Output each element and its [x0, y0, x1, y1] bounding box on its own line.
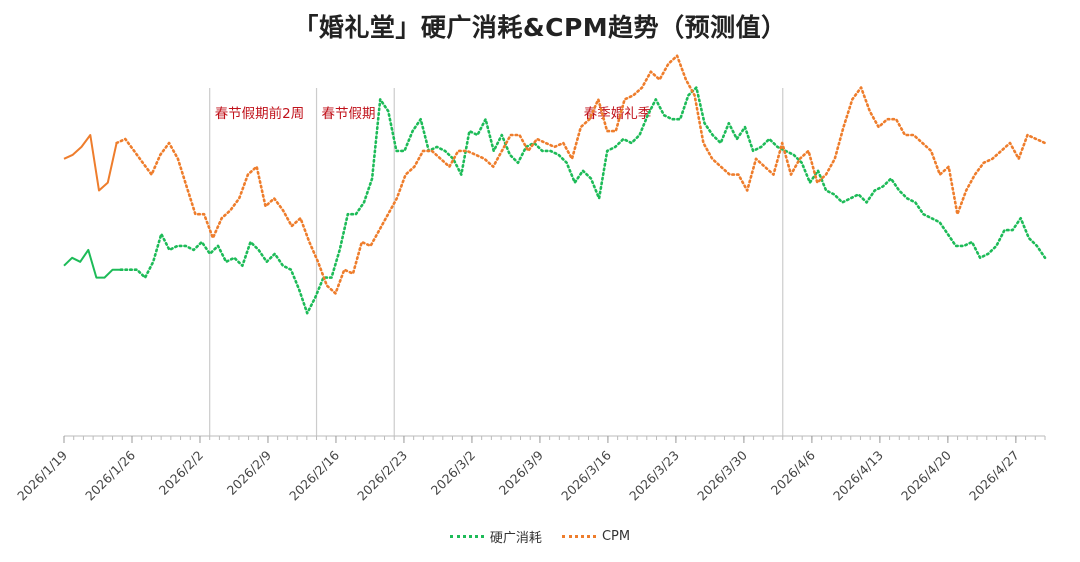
x-axis-ticks: 2026/1/19 2026/1/26 2026/2/2 2026/2/9 2026/2…	[14, 436, 1046, 504]
period-markers	[209, 88, 784, 436]
legend: 硬广消耗 CPM	[0, 527, 1080, 546]
legend-label-spend: 硬广消耗	[489, 531, 542, 546]
line-chart: 春节假期前2周 春节假期 春季婚礼季 2026/1/19 2026/1/26 2026/…	[14, 54, 1047, 504]
series-line-forecast	[119, 86, 1047, 315]
legend-swatch-spend	[449, 535, 484, 538]
x-tick-label: 2026/1/26	[82, 447, 138, 503]
legend-item-cpm[interactable]: CPM	[561, 527, 631, 546]
series-layer	[63, 54, 1047, 315]
series-line-actual	[63, 134, 118, 192]
period-annotations: 春节假期前2周 春节假期 春季婚礼季	[215, 105, 652, 122]
legend-item-spend[interactable]: 硬广消耗	[449, 527, 542, 546]
x-tick-label: 2026/2/16	[286, 447, 342, 503]
x-tick-label: 2026/4/27	[966, 448, 1022, 504]
annotation-label: 春节假期	[322, 106, 376, 122]
x-tick-label: 2026/4/20	[898, 447, 954, 503]
series-line-actual	[63, 248, 121, 279]
chart-title: 「婚礼堂」硬广消耗&CPM趋势（预测值）	[293, 13, 787, 42]
x-tick-label: 2026/3/23	[626, 448, 682, 504]
series-line-forecast	[115, 54, 1047, 295]
annotation-label: 春节假期前2周	[215, 105, 305, 122]
x-tick-label: 2026/4/6	[768, 447, 818, 497]
x-tick-label: 2026/3/16	[558, 447, 614, 503]
x-tick-label: 2026/2/23	[354, 448, 410, 504]
legend-swatch-cpm	[561, 535, 596, 538]
x-tick-label: 2026/4/13	[830, 448, 886, 504]
legend-label-cpm: CPM	[601, 529, 631, 544]
x-tick-label: 2026/2/2	[156, 448, 206, 498]
x-tick-label: 2026/3/2	[428, 448, 478, 498]
x-tick-label: 2026/3/9	[496, 447, 546, 497]
x-tick-label: 2026/3/30	[694, 447, 750, 503]
x-tick-label: 2026/2/9	[224, 447, 274, 497]
x-tick-label: 2026/1/19	[14, 447, 70, 503]
